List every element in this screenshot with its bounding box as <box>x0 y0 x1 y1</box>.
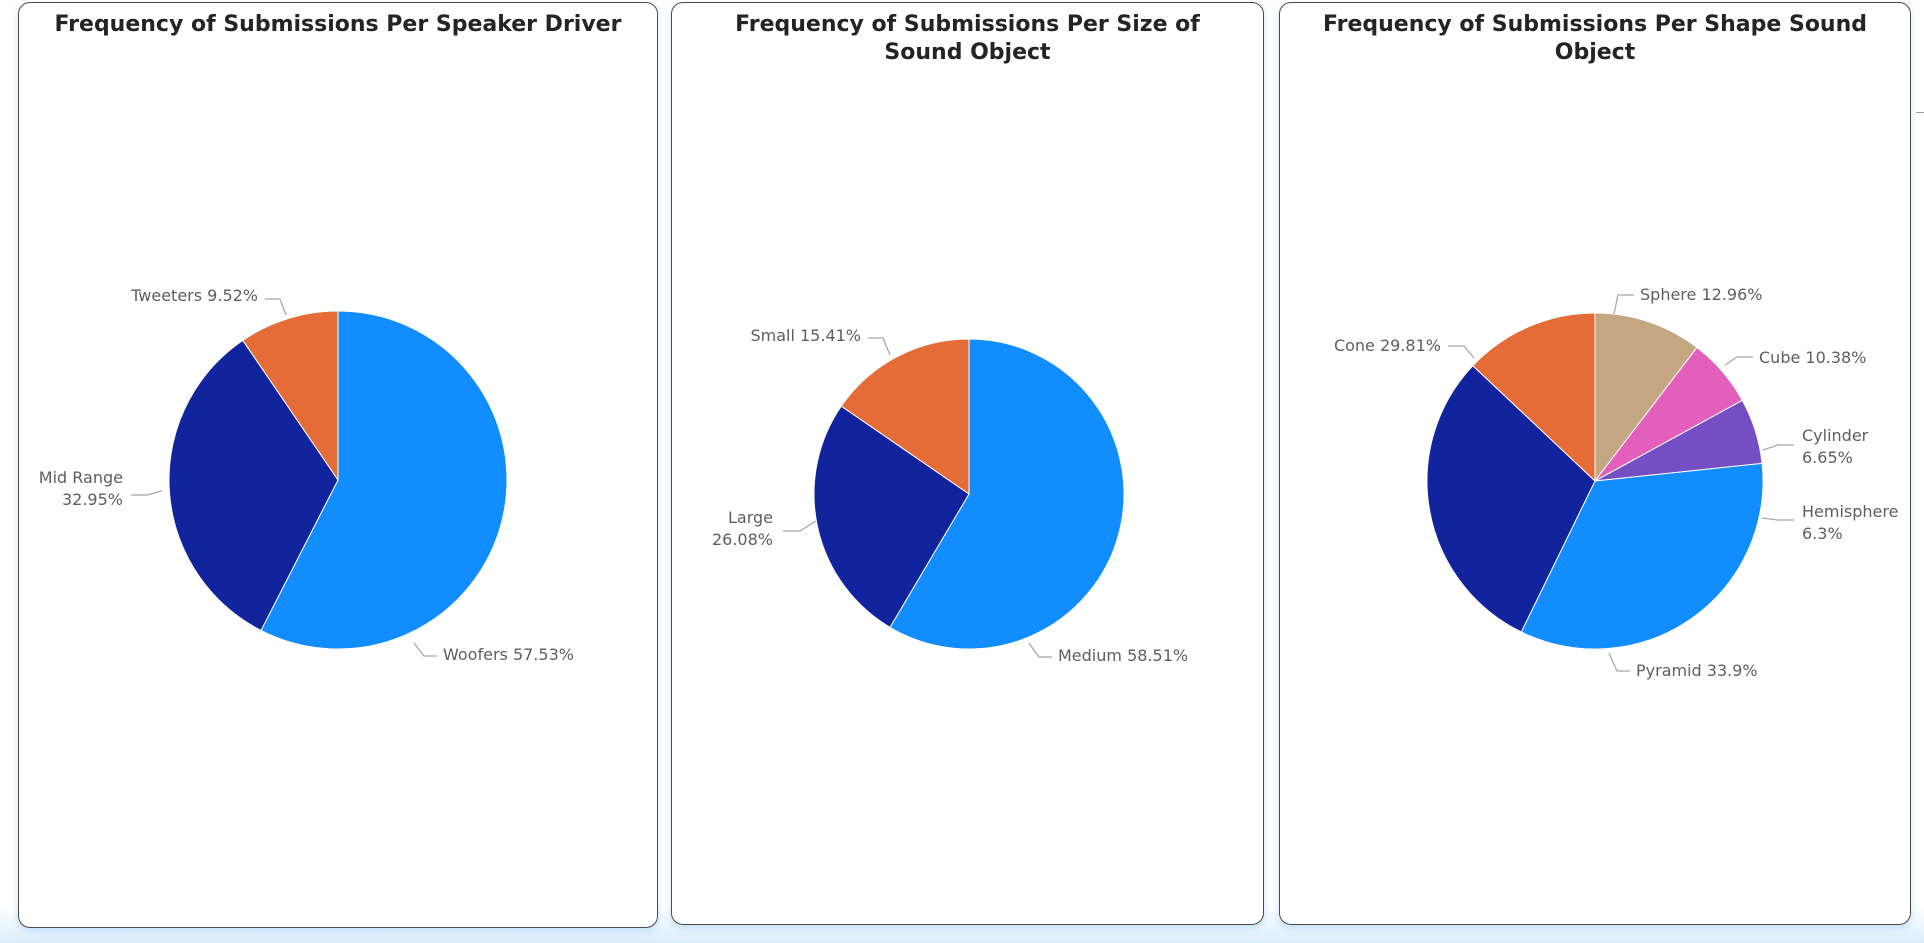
leader-line-medium <box>1028 642 1052 658</box>
leader-line-small <box>868 337 891 356</box>
data-label-woofers: Woofers 57.53% <box>443 645 574 664</box>
pie-slices <box>168 310 508 650</box>
data-label-sphere: Sphere 12.96% <box>1640 285 1762 304</box>
pie-slices <box>1426 312 1764 650</box>
chart-title-speaker-driver: Frequency of Submissions Per Speaker Dri… <box>54 12 622 37</box>
chart-title-size-of-sound-object: Frequency of Submissions Per Size of Sou… <box>735 12 1200 65</box>
pie-slice-tweeters[interactable] <box>242 310 339 482</box>
pie-slice-mid-range[interactable] <box>168 339 339 632</box>
data-label-pyramid: Pyramid 33.9% <box>1636 661 1758 680</box>
leader-line-large <box>783 520 817 532</box>
leader-line-hemisphere <box>1761 517 1794 521</box>
data-label-hemisphere: Hemisphere 6.3% <box>1802 502 1898 543</box>
pie-slice-sphere[interactable] <box>1472 312 1596 483</box>
pie-slice-woofers[interactable] <box>260 310 508 650</box>
pie-chart-size-of-sound-object: Medium 58.51% Large 26.08% Small 15.41% <box>712 326 1188 665</box>
leader-line-cube <box>1724 356 1753 366</box>
pie-slice-medium[interactable] <box>889 338 1125 650</box>
pie-slice-cube[interactable] <box>1594 312 1698 483</box>
data-label-cone: Cone 29.81% <box>1334 336 1441 355</box>
leader-line-tweeters <box>265 298 287 316</box>
chart-title-shape-sound-object: Frequency of Submissions Per Shape Sound… <box>1322 12 1868 65</box>
pie-chart-speaker-driver: Woofers 57.53% Mid Range 32.95% Tweeters 9.… <box>39 286 574 664</box>
pie-chart-shape-sound-object: Cube 10.38% Cylinder 6.65% Hemisphere 6.3% Py… <box>1334 285 1899 680</box>
pie-slice-cone[interactable] <box>1426 364 1596 633</box>
leader-line-cone <box>1448 345 1475 359</box>
pie-slice-large[interactable] <box>813 405 970 629</box>
pie-card-shape-sound-object[interactable]: Frequency of Submissions Per Shape Sound… <box>1279 2 1911 925</box>
leader-line-sphere <box>1613 294 1634 315</box>
pie-slice-pyramid[interactable] <box>1520 462 1764 650</box>
data-label-mid-range: Mid Range 32.95% <box>39 468 123 509</box>
pie-card-size-of-sound-object[interactable]: Frequency of Submissions Per Size of Sou… <box>671 2 1264 925</box>
pie-slices <box>813 338 1125 650</box>
leader-line-cylinder <box>1762 444 1794 451</box>
data-label-tweeters: Tweeters 9.52% <box>130 286 258 305</box>
data-label-cylinder: Cylinder 6.65% <box>1802 426 1869 467</box>
leader-line-woofers <box>413 642 437 657</box>
data-label-large: Large 26.08% <box>712 508 773 549</box>
data-label-cube: Cube 10.38% <box>1759 348 1866 367</box>
pie-card-speaker-driver[interactable]: Frequency of Submissions Per Speaker Dri… <box>18 2 658 928</box>
leader-line-mid-range <box>131 490 163 496</box>
data-label-small: Small 15.41% <box>750 326 861 345</box>
edge-divider <box>1916 112 1924 113</box>
pie-slice-small[interactable] <box>840 338 970 495</box>
leader-line-pyramid <box>1608 652 1630 672</box>
data-label-medium: Medium 58.51% <box>1058 646 1188 665</box>
